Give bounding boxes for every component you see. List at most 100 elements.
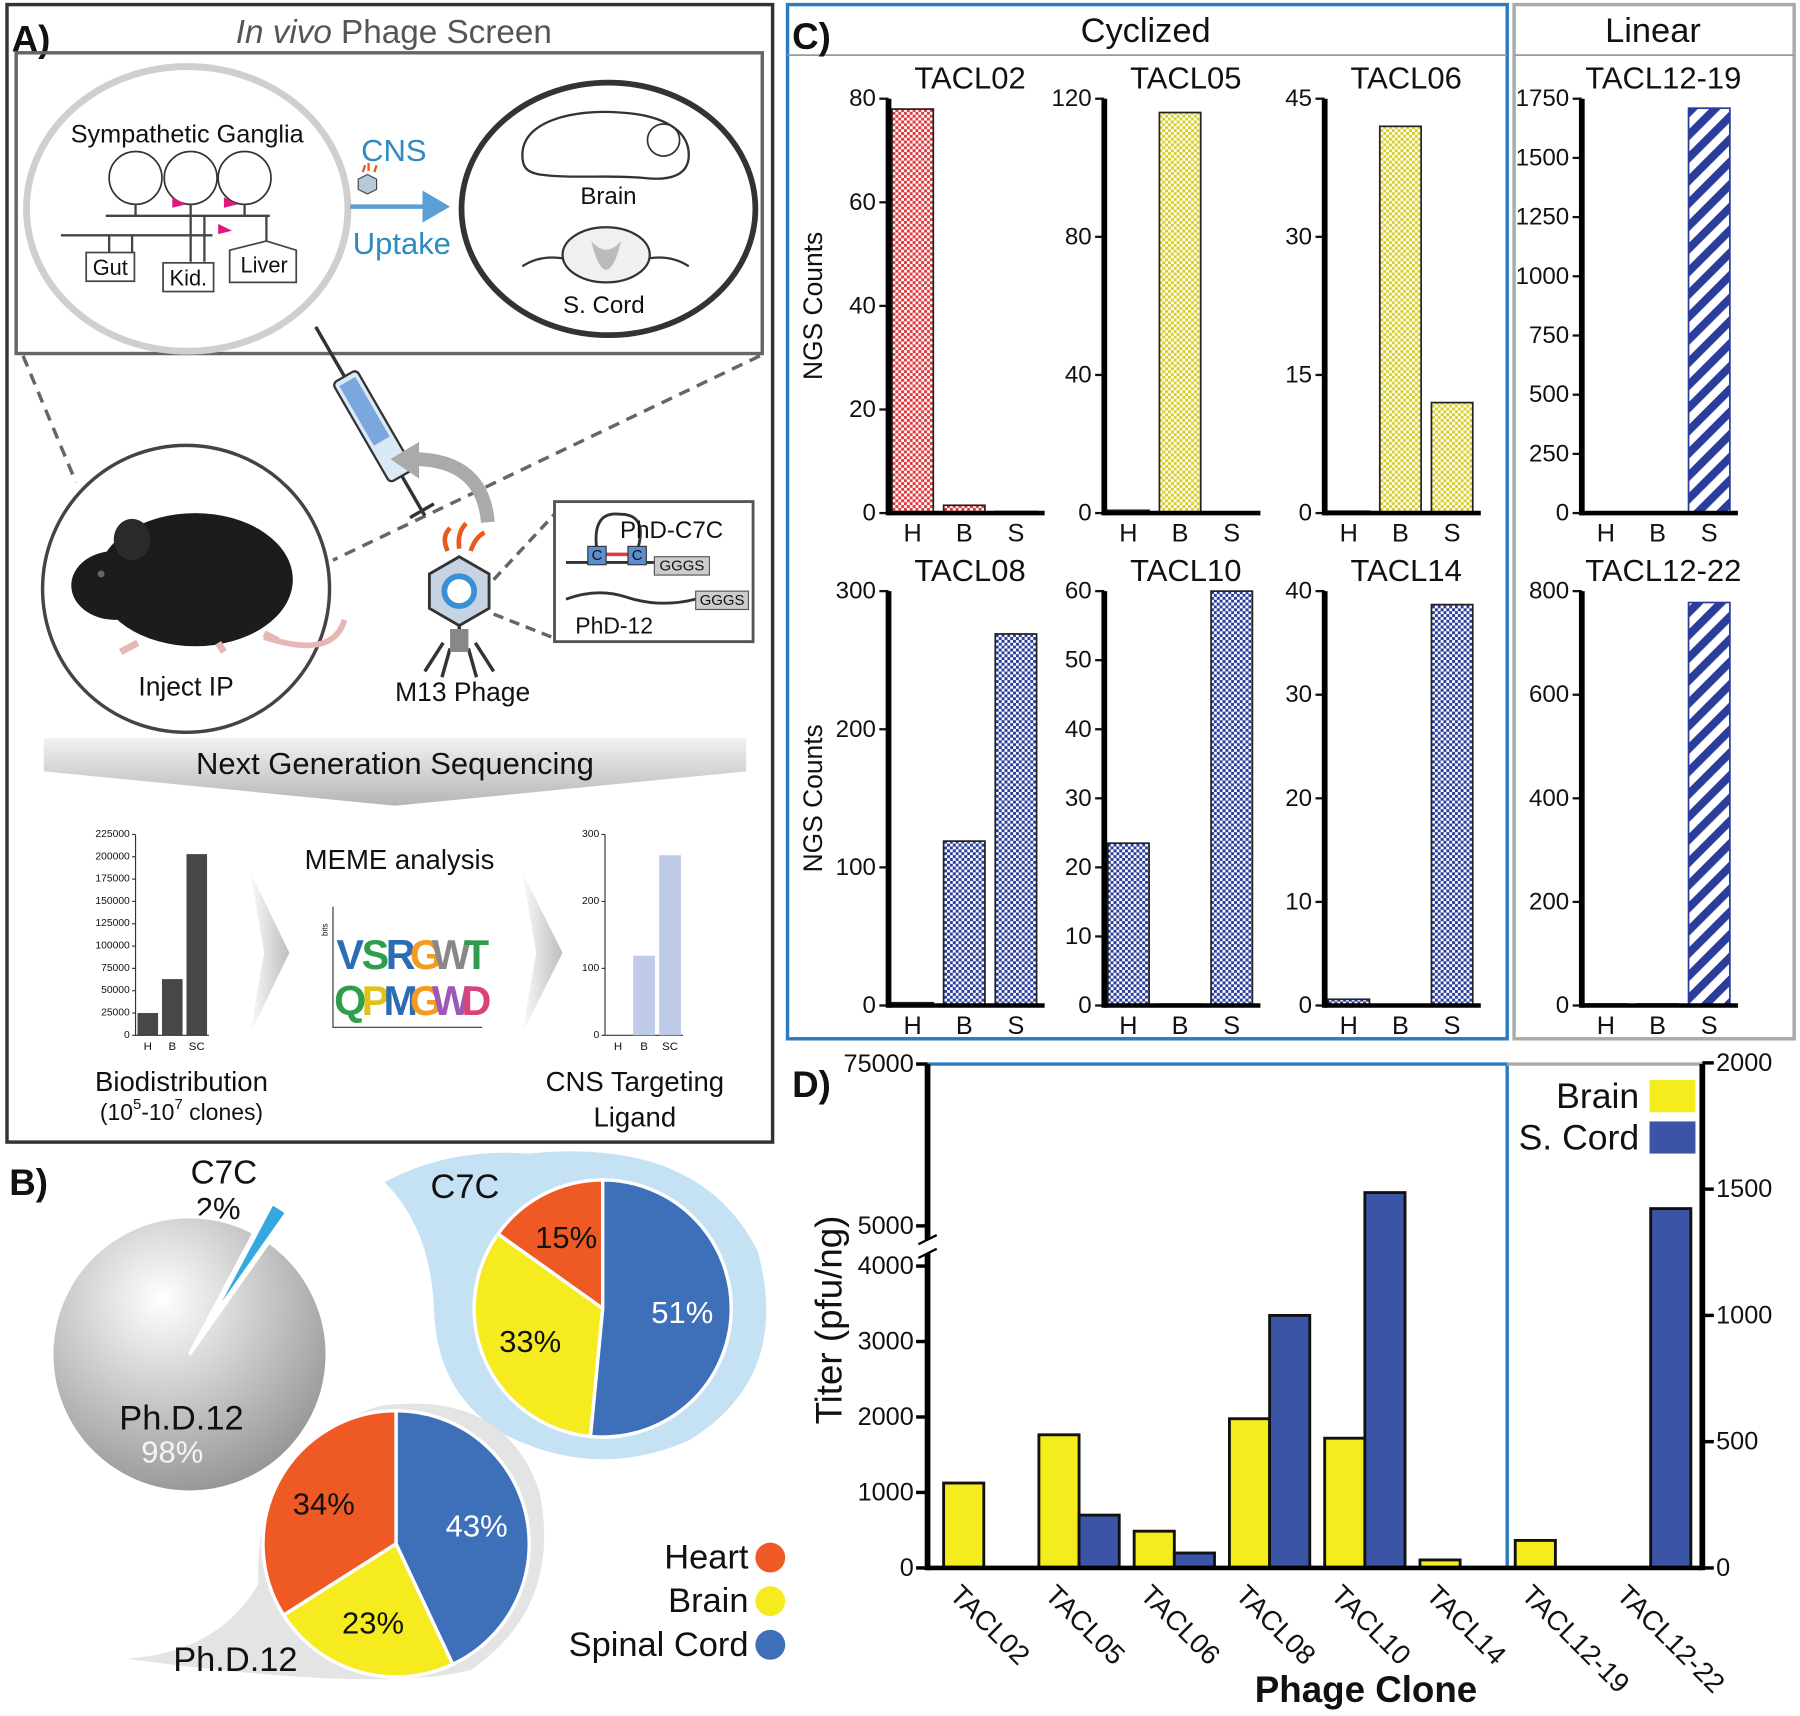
pie-value-label: 34% [293, 1487, 355, 1522]
pie-value-label: 15% [535, 1220, 597, 1255]
pie-category-label: Ph.D.12 [119, 1400, 243, 1438]
panel-a-title: In vivo Phage Screen [236, 14, 552, 51]
legend-label: Brain [1556, 1076, 1639, 1116]
x-tick-label: TACL05 [1039, 1579, 1131, 1671]
x-tick-label: SC [189, 1041, 205, 1053]
chart-title: TACL12-19 [1585, 61, 1741, 96]
x-tick-label: S [1008, 1012, 1025, 1040]
loop [594, 512, 642, 552]
logo-letter: W [432, 978, 471, 1024]
y-tick-label: 0 [124, 1030, 130, 1041]
y2-tick-label: 0 [1716, 1554, 1730, 1582]
logo-letter: W [432, 932, 471, 978]
inset-frame [14, 51, 764, 356]
y-tick-label: 300 [582, 829, 599, 840]
y-tick-label: 40 [849, 292, 876, 319]
logo-letter: M [383, 978, 417, 1024]
cord-label: S. Cord [563, 292, 645, 319]
x-tick-label: B [1392, 520, 1409, 548]
legend-swatch [755, 1586, 786, 1617]
pie-value-label: 33% [499, 1324, 561, 1359]
legend-swatch [1649, 1080, 1696, 1113]
y-tick-label: 200000 [95, 851, 130, 862]
pie-value-label: 98% [141, 1435, 203, 1470]
logo-letter: S [362, 932, 390, 978]
logo-letter: R [386, 932, 416, 978]
y-tick-label: 40 [1285, 578, 1312, 605]
x-tick-label: S [1444, 1012, 1461, 1040]
liver-box [228, 240, 298, 284]
bar [1158, 111, 1202, 514]
x-tick-label: B [956, 520, 973, 548]
bar [1649, 1207, 1693, 1570]
bar [659, 855, 681, 1036]
y-tick-label: 20 [849, 396, 876, 423]
bar [1378, 125, 1422, 514]
y-tick-label: 0 [594, 1030, 600, 1041]
bar [994, 633, 1038, 1007]
logo-letter: D [462, 978, 492, 1024]
linear-peptide [565, 591, 697, 605]
linker-label: GGGS [700, 592, 745, 609]
logo-letter: G [410, 978, 442, 1024]
y-tick-label: 4000 [858, 1252, 914, 1280]
meme-label: MEME analysis [305, 844, 495, 875]
mouse-drawing [71, 513, 348, 656]
y-tick-label: 200 [836, 716, 876, 743]
x-tick-label: TACL10 [1325, 1579, 1417, 1671]
linker-box [653, 556, 711, 576]
y-tick-label: 1000 [858, 1478, 914, 1506]
chart-title: TACL06 [1351, 61, 1462, 96]
y-tick-label: 30 [1065, 785, 1092, 812]
legend-label: Brain [668, 1582, 748, 1620]
bar [161, 979, 183, 1036]
bar [1323, 1436, 1367, 1570]
x-tick-label: B [640, 1041, 648, 1053]
y-tick-label: 150000 [95, 896, 130, 907]
inject-label: Inject IP [138, 671, 233, 701]
chart-title: TACL12-22 [1585, 553, 1741, 588]
bar [1430, 401, 1474, 514]
x-tick-label: B [1172, 1012, 1189, 1040]
x-tick-label: TACL06 [1135, 1579, 1227, 1671]
clones-part: clones) [183, 1099, 263, 1125]
pie-slice [50, 1215, 329, 1494]
y-tick-label: 30 [1285, 223, 1312, 250]
legend-label: S. Cord [1519, 1117, 1640, 1157]
y-tick-label: 0 [862, 992, 875, 1019]
y-tick-label: 40 [1065, 361, 1092, 388]
return-arrow [413, 452, 495, 524]
peptide-zoom [492, 513, 556, 640]
axis-break [917, 1234, 938, 1260]
bar [633, 955, 655, 1036]
y-tick-label: 400 [1529, 785, 1569, 812]
y-tick-label: 100 [836, 854, 876, 881]
cerebellum [646, 123, 681, 157]
legend-swatch [1649, 1121, 1696, 1154]
zoom-lines [21, 354, 761, 562]
panel-a-frame [5, 2, 775, 1144]
x-tick-label: H [1119, 520, 1137, 548]
y-tick-label: 75000 [101, 963, 130, 974]
bar [1037, 1433, 1081, 1570]
pie-slice [206, 1201, 290, 1327]
pie-value-label: 51% [651, 1295, 713, 1330]
cns-circle [458, 79, 759, 339]
cns-target-label: Ligand [594, 1101, 677, 1132]
y-tick-label: 750 [1529, 322, 1569, 349]
y2-tick-label: 1000 [1716, 1301, 1772, 1329]
title-italic: In vivo [236, 14, 332, 51]
gut-box [85, 251, 136, 283]
legend-label: Heart [664, 1539, 749, 1577]
y-tick-label: 1250 [1516, 204, 1570, 231]
bar [186, 854, 208, 1036]
x-tick-label: H [1119, 1012, 1137, 1040]
ngs-label: Next Generation Sequencing [196, 746, 594, 781]
x-tick-label: H [1340, 1012, 1358, 1040]
m13-phage [423, 521, 496, 678]
y-tick-label: 1500 [1516, 144, 1570, 171]
phage-label: M13 Phage [395, 677, 530, 707]
phd12-label: PhD-12 [575, 613, 653, 639]
pie-value-label: 23% [342, 1606, 404, 1641]
